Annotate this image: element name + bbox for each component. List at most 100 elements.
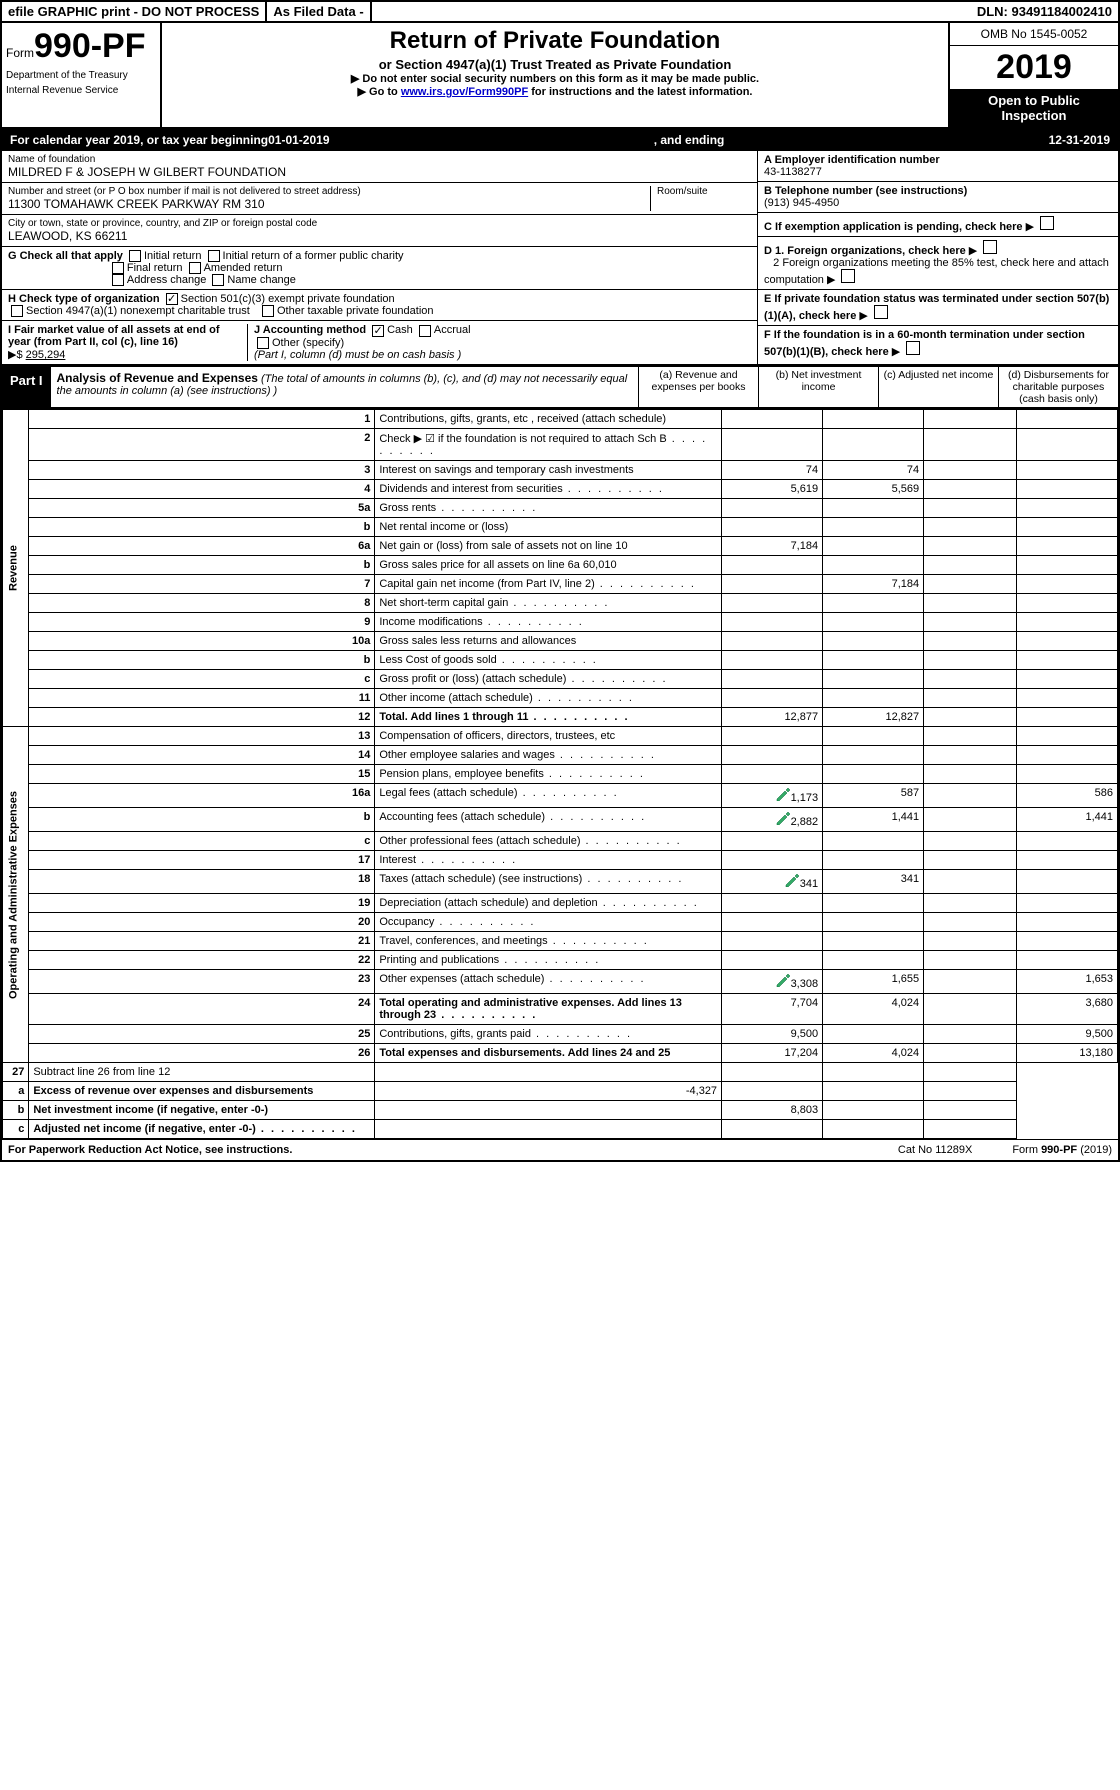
col-a-value bbox=[722, 832, 823, 851]
col-a-value: 1,173 bbox=[722, 784, 823, 808]
checkbox-accrual[interactable] bbox=[419, 325, 431, 337]
header-left: Form990-PF Department of the Treasury In… bbox=[2, 23, 162, 127]
col-b-value bbox=[823, 632, 924, 651]
col-b-value bbox=[722, 1063, 823, 1082]
form-number-big: 990-PF bbox=[34, 27, 146, 65]
checkbox-c[interactable] bbox=[1040, 216, 1054, 230]
checkbox-initial[interactable] bbox=[129, 250, 141, 262]
table-row: 21Travel, conferences, and meetings bbox=[3, 932, 1118, 951]
col-d-value bbox=[1016, 461, 1117, 480]
checkbox-f[interactable] bbox=[906, 341, 920, 355]
col-d-value bbox=[924, 1082, 1017, 1101]
col-a-value bbox=[722, 410, 823, 429]
col-a-value: 7,704 bbox=[722, 994, 823, 1025]
col-a-value bbox=[722, 651, 823, 670]
col-b-value: 587 bbox=[823, 784, 924, 808]
checkbox-4947[interactable] bbox=[11, 305, 23, 317]
checkbox-final[interactable] bbox=[112, 262, 124, 274]
header-right: OMB No 1545-0052 2019 Open to Public Ins… bbox=[948, 23, 1118, 127]
col-b-value bbox=[823, 851, 924, 870]
col-c-value bbox=[924, 746, 1017, 765]
open-public-box: Open to Public Inspection bbox=[950, 89, 1118, 127]
col-a-value bbox=[722, 951, 823, 970]
col-d-value: 3,680 bbox=[1016, 994, 1117, 1025]
col-c-value bbox=[924, 951, 1017, 970]
col-c-value bbox=[924, 537, 1017, 556]
part-1-table: Revenue1Contributions, gifts, grants, et… bbox=[2, 409, 1118, 1139]
col-c-value bbox=[924, 765, 1017, 784]
checkbox-initial-former[interactable] bbox=[208, 250, 220, 262]
line-desc: Check ▶ ☑ if the foundation is not requi… bbox=[375, 429, 722, 461]
checkbox-amended[interactable] bbox=[189, 262, 201, 274]
col-a-value: 9,500 bbox=[722, 1025, 823, 1044]
line-desc: Net short-term capital gain bbox=[375, 594, 722, 613]
line-desc: Gross rents bbox=[375, 499, 722, 518]
col-c-value bbox=[924, 410, 1017, 429]
col-b-value bbox=[823, 727, 924, 746]
c-block: C If exemption application is pending, c… bbox=[758, 213, 1118, 237]
col-b-value bbox=[823, 765, 924, 784]
line-desc: Subtract line 26 from line 12 bbox=[29, 1063, 375, 1082]
checkbox-d2[interactable] bbox=[841, 269, 855, 283]
checkbox-address[interactable] bbox=[112, 274, 124, 286]
checkbox-501c3[interactable]: ✓ bbox=[166, 293, 178, 305]
col-c-value bbox=[924, 518, 1017, 537]
col-b-value: 74 bbox=[823, 461, 924, 480]
col-d-value bbox=[1016, 410, 1117, 429]
attachment-icon[interactable] bbox=[775, 811, 791, 825]
col-d-value: 1,653 bbox=[1016, 970, 1117, 994]
table-row: 24Total operating and administrative exp… bbox=[3, 994, 1118, 1025]
line-number: 22 bbox=[29, 951, 375, 970]
checkbox-other-method[interactable] bbox=[257, 337, 269, 349]
section-i: I Fair market value of all assets at end… bbox=[8, 324, 248, 361]
line-desc: Depreciation (attach schedule) and deple… bbox=[375, 894, 722, 913]
checkbox-name-change[interactable] bbox=[212, 274, 224, 286]
attachment-icon[interactable] bbox=[775, 973, 791, 987]
ein-value: 43-1138277 bbox=[764, 166, 822, 178]
col-b-value bbox=[722, 1120, 823, 1139]
line-desc: Gross sales less returns and allowances bbox=[375, 632, 722, 651]
checkbox-d1[interactable] bbox=[983, 240, 997, 254]
line-number: 18 bbox=[29, 870, 375, 894]
ident-right: A Employer identification number 43-1138… bbox=[758, 151, 1118, 364]
attachment-icon[interactable] bbox=[784, 873, 800, 887]
line-number: a bbox=[3, 1082, 29, 1101]
omb-number: OMB No 1545-0052 bbox=[950, 23, 1118, 46]
checkbox-other-tax[interactable] bbox=[262, 305, 274, 317]
instructions-link[interactable]: www.irs.gov/Form990PF bbox=[401, 86, 528, 98]
col-b-value bbox=[823, 913, 924, 932]
line-desc: Compensation of officers, directors, tru… bbox=[375, 727, 722, 746]
opt-address: Address change bbox=[127, 274, 207, 286]
i-label: I Fair market value of all assets at end… bbox=[8, 324, 220, 348]
line-number: 17 bbox=[29, 851, 375, 870]
attachment-icon[interactable] bbox=[775, 787, 791, 801]
line-number: b bbox=[29, 518, 375, 537]
opt-amended: Amended return bbox=[204, 262, 283, 274]
col-c-value bbox=[924, 670, 1017, 689]
table-row: 10aGross sales less returns and allowanc… bbox=[3, 632, 1118, 651]
col-c-value bbox=[924, 708, 1017, 727]
line-number: 21 bbox=[29, 932, 375, 951]
form-subtitle: or Section 4947(a)(1) Trust Treated as P… bbox=[170, 57, 940, 72]
col-a-value bbox=[375, 1101, 722, 1120]
line-number: 15 bbox=[29, 765, 375, 784]
col-d-value bbox=[1016, 913, 1117, 932]
col-b-value bbox=[823, 689, 924, 708]
checkbox-cash[interactable]: ✓ bbox=[372, 325, 384, 337]
form-number: Form990-PF bbox=[6, 27, 156, 66]
col-d-value bbox=[1016, 894, 1117, 913]
note-2-post: for instructions and the latest informat… bbox=[528, 86, 752, 98]
col-b-value: 4,024 bbox=[823, 994, 924, 1025]
footer-right: Form 990-PF (2019) bbox=[1012, 1144, 1112, 1156]
col-a-value: -4,327 bbox=[375, 1082, 722, 1101]
col-a-value bbox=[722, 746, 823, 765]
col-a-value bbox=[722, 689, 823, 708]
col-a-value bbox=[722, 727, 823, 746]
line-desc: Gross profit or (loss) (attach schedule) bbox=[375, 670, 722, 689]
col-b-value bbox=[823, 613, 924, 632]
col-c-value bbox=[924, 575, 1017, 594]
checkbox-e[interactable] bbox=[874, 305, 888, 319]
col-b-value: 4,024 bbox=[823, 1044, 924, 1063]
col-b-value bbox=[823, 951, 924, 970]
table-row: 18Taxes (attach schedule) (see instructi… bbox=[3, 870, 1118, 894]
